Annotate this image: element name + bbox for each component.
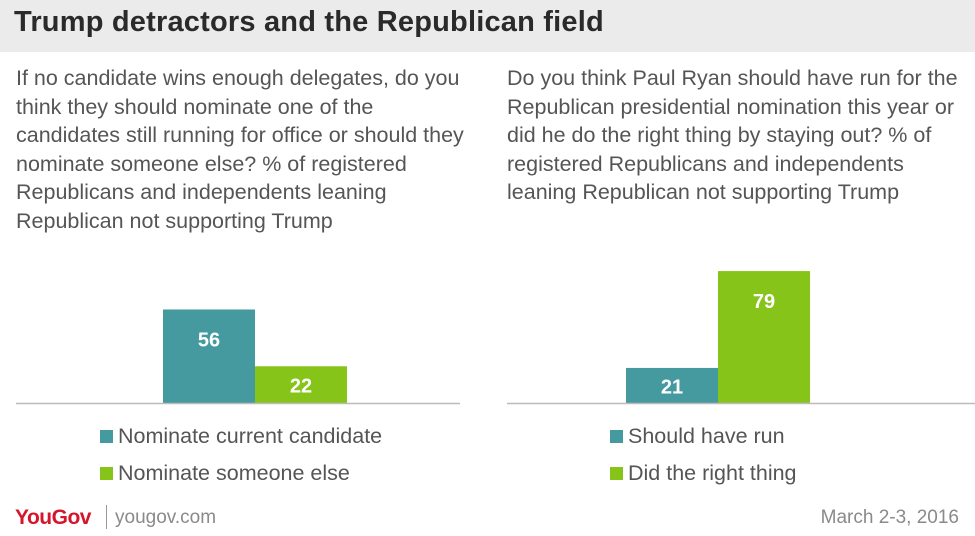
legend-label: Did the right thing [628, 460, 797, 485]
legend-item-should-have-run: Should have run [610, 424, 785, 448]
question-right: Do you think Paul Ryan should have run f… [507, 66, 958, 204]
legend-label: Nominate current candidate [118, 423, 383, 448]
data-label: 56 [198, 329, 220, 351]
legend-item-did-the-right-thing: Did the right thing [610, 461, 797, 485]
question-left: If no candidate wins enough delegates, d… [16, 66, 464, 233]
page-title: Trump detractors and the Republican fiel… [14, 6, 604, 38]
footer-divider [106, 505, 107, 529]
data-label: 79 [753, 291, 775, 313]
bar-nominate-someone-else [255, 366, 347, 403]
bar-should-have-run [626, 367, 718, 403]
legend-item-nominate-current: Nominate current candidate [100, 424, 382, 448]
legend-label: Should have run [628, 423, 785, 448]
yougov-logo[interactable]: YouGov [15, 506, 91, 529]
title-bar [0, 0, 975, 52]
legend-swatch-green [610, 466, 623, 480]
data-label: 22 [290, 376, 312, 398]
legend-swatch-teal [610, 429, 623, 443]
bar-nominate-current-candidate [163, 309, 255, 403]
data-label: 21 [661, 376, 683, 398]
footer-site-link[interactable]: yougov.com [115, 507, 217, 528]
bar-did-the-right-thing [718, 271, 810, 403]
legend-item-nominate-someone-else: Nominate someone else [100, 461, 350, 485]
footer-date: March 2-3, 2016 [820, 507, 959, 528]
legend-swatch-teal [100, 429, 113, 443]
legend-label: Nominate someone else [118, 460, 350, 485]
legend-swatch-green [100, 466, 113, 480]
